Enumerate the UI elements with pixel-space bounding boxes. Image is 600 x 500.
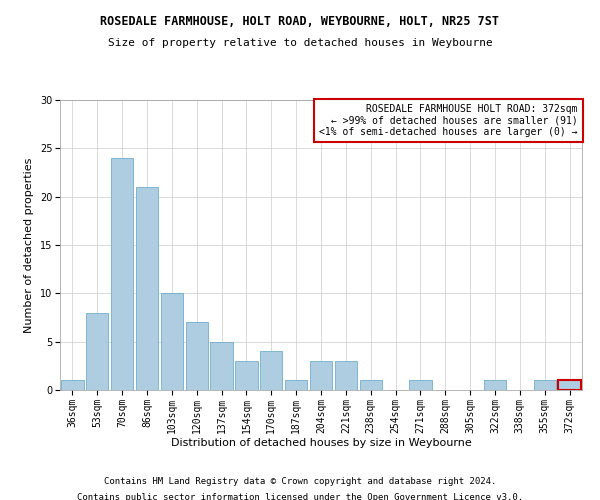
Text: ROSEDALE FARMHOUSE HOLT ROAD: 372sqm
← >99% of detached houses are smaller (91)
: ROSEDALE FARMHOUSE HOLT ROAD: 372sqm ← >… (319, 104, 578, 138)
Bar (559, 380, 581, 390)
Bar (211, 342, 233, 390)
Bar (86, 312, 109, 390)
Bar (310, 361, 332, 390)
Bar (136, 187, 158, 390)
Bar (359, 380, 382, 390)
Bar (61, 380, 83, 390)
Bar (111, 158, 133, 390)
Bar (409, 380, 431, 390)
Bar (161, 294, 183, 390)
Y-axis label: Number of detached properties: Number of detached properties (25, 158, 34, 332)
Bar (533, 380, 556, 390)
Bar (285, 380, 307, 390)
Bar (235, 361, 257, 390)
Text: ROSEDALE FARMHOUSE, HOLT ROAD, WEYBOURNE, HOLT, NR25 7ST: ROSEDALE FARMHOUSE, HOLT ROAD, WEYBOURNE… (101, 15, 499, 28)
Text: Contains HM Land Registry data © Crown copyright and database right 2024.: Contains HM Land Registry data © Crown c… (104, 478, 496, 486)
Bar (335, 361, 357, 390)
Bar (260, 352, 283, 390)
Bar (484, 380, 506, 390)
Text: Contains public sector information licensed under the Open Government Licence v3: Contains public sector information licen… (77, 492, 523, 500)
Bar (185, 322, 208, 390)
Text: Size of property relative to detached houses in Weybourne: Size of property relative to detached ho… (107, 38, 493, 48)
X-axis label: Distribution of detached houses by size in Weybourne: Distribution of detached houses by size … (170, 438, 472, 448)
